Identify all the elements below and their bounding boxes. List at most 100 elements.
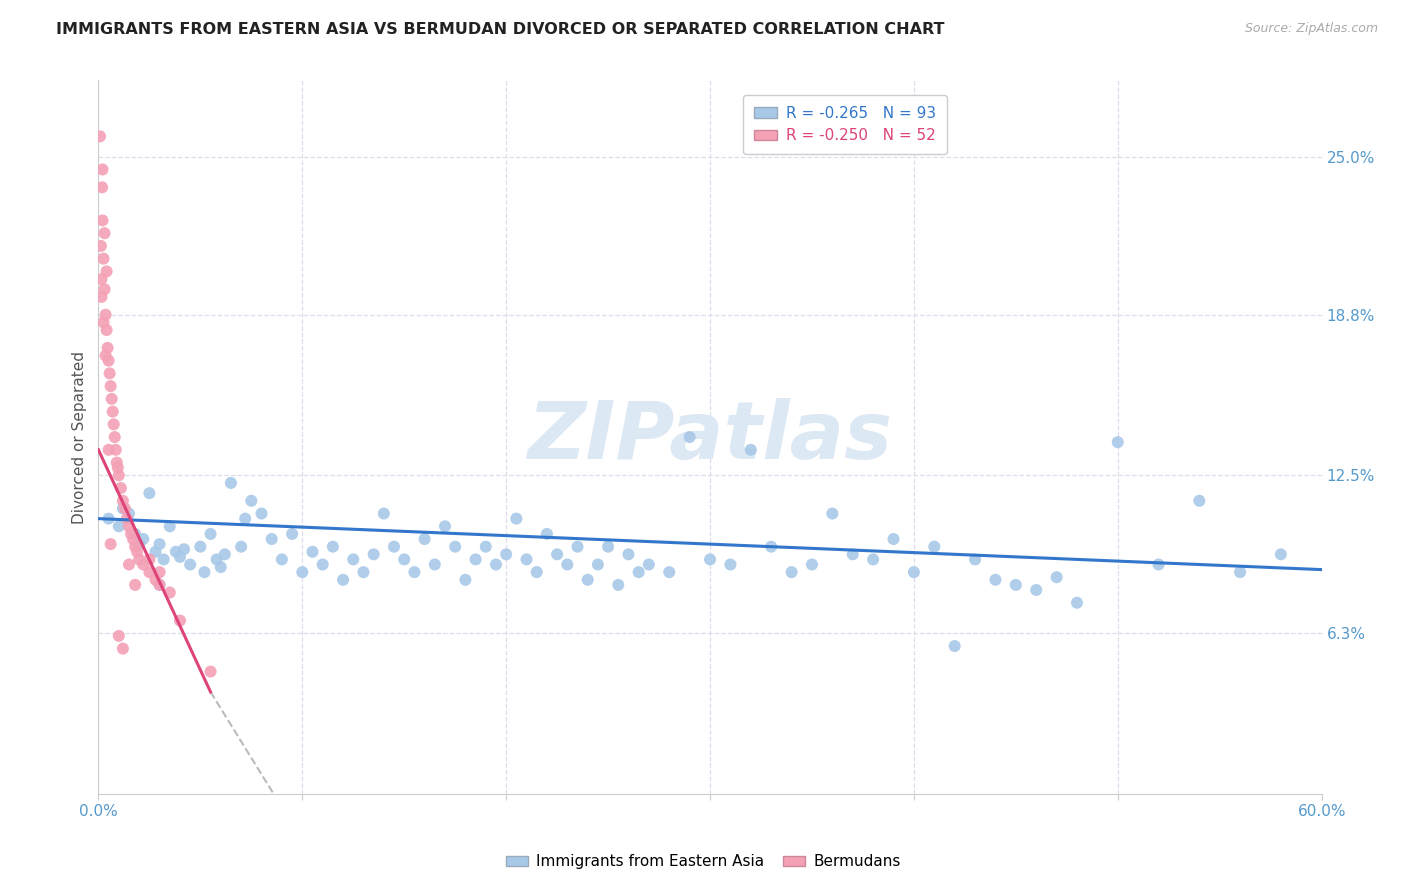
Point bbox=[149, 565, 172, 579]
Point bbox=[91, 162, 114, 177]
Point bbox=[93, 282, 115, 296]
Point bbox=[862, 552, 884, 566]
Point bbox=[1107, 435, 1129, 450]
Point bbox=[138, 565, 160, 579]
Point bbox=[984, 573, 1007, 587]
Point bbox=[100, 537, 122, 551]
Point bbox=[627, 565, 650, 579]
Point bbox=[516, 552, 538, 566]
Point bbox=[149, 537, 172, 551]
Point bbox=[200, 527, 222, 541]
Point bbox=[118, 558, 141, 572]
Point bbox=[557, 558, 579, 572]
Legend: Immigrants from Eastern Asia, Bermudans: Immigrants from Eastern Asia, Bermudans bbox=[499, 848, 907, 875]
Point bbox=[111, 493, 134, 508]
Point bbox=[179, 558, 201, 572]
Point bbox=[114, 501, 136, 516]
Point bbox=[404, 565, 426, 579]
Point bbox=[104, 442, 127, 457]
Point bbox=[90, 290, 112, 304]
Point bbox=[200, 665, 222, 679]
Point bbox=[883, 532, 905, 546]
Point bbox=[111, 641, 134, 656]
Y-axis label: Divorced or Separated: Divorced or Separated bbox=[72, 351, 87, 524]
Point bbox=[90, 239, 112, 253]
Point bbox=[149, 578, 172, 592]
Text: Source: ZipAtlas.com: Source: ZipAtlas.com bbox=[1244, 22, 1378, 36]
Point bbox=[111, 501, 134, 516]
Point bbox=[138, 552, 160, 566]
Text: ZIPatlas: ZIPatlas bbox=[527, 398, 893, 476]
Point bbox=[413, 532, 436, 546]
Point bbox=[433, 519, 456, 533]
Point bbox=[93, 226, 115, 240]
Point bbox=[363, 547, 385, 561]
Point bbox=[108, 519, 131, 533]
Point bbox=[658, 565, 681, 579]
Point bbox=[93, 252, 115, 266]
Point bbox=[922, 540, 945, 554]
Point bbox=[1147, 558, 1170, 572]
Point bbox=[165, 545, 187, 559]
Point bbox=[159, 585, 181, 599]
Point bbox=[108, 629, 131, 643]
Point bbox=[332, 573, 354, 587]
Point bbox=[454, 573, 477, 587]
Point bbox=[567, 540, 589, 554]
Point bbox=[526, 565, 548, 579]
Point bbox=[352, 565, 374, 579]
Point bbox=[132, 532, 155, 546]
Point bbox=[90, 272, 112, 286]
Point bbox=[124, 540, 146, 554]
Point bbox=[91, 213, 114, 227]
Point bbox=[780, 565, 803, 579]
Point bbox=[115, 511, 138, 525]
Point bbox=[96, 323, 118, 337]
Point bbox=[145, 545, 167, 559]
Point bbox=[250, 507, 273, 521]
Point bbox=[373, 507, 395, 521]
Point bbox=[122, 532, 145, 546]
Point bbox=[638, 558, 661, 572]
Point bbox=[301, 545, 323, 559]
Point bbox=[720, 558, 742, 572]
Point bbox=[124, 527, 146, 541]
Point bbox=[312, 558, 335, 572]
Point bbox=[193, 565, 215, 579]
Point bbox=[586, 558, 609, 572]
Point bbox=[120, 527, 142, 541]
Point bbox=[740, 442, 762, 457]
Point bbox=[96, 264, 118, 278]
Point bbox=[1004, 578, 1026, 592]
Point bbox=[1270, 547, 1292, 561]
Point bbox=[576, 573, 599, 587]
Legend: R = -0.265   N = 93, R = -0.250   N = 52: R = -0.265 N = 93, R = -0.250 N = 52 bbox=[744, 95, 948, 154]
Point bbox=[97, 442, 120, 457]
Point bbox=[127, 545, 149, 559]
Point bbox=[392, 552, 416, 566]
Point bbox=[93, 315, 115, 329]
Point bbox=[97, 341, 120, 355]
Point bbox=[231, 540, 253, 554]
Point bbox=[205, 552, 228, 566]
Point bbox=[118, 507, 141, 521]
Point bbox=[281, 527, 304, 541]
Point bbox=[801, 558, 824, 572]
Point bbox=[474, 540, 498, 554]
Point bbox=[103, 417, 125, 432]
Point bbox=[679, 430, 702, 444]
Point bbox=[841, 547, 863, 561]
Point bbox=[342, 552, 364, 566]
Point bbox=[107, 460, 129, 475]
Point bbox=[132, 558, 155, 572]
Text: IMMIGRANTS FROM EASTERN ASIA VS BERMUDAN DIVORCED OR SEPARATED CORRELATION CHART: IMMIGRANTS FROM EASTERN ASIA VS BERMUDAN… bbox=[56, 22, 945, 37]
Point bbox=[173, 542, 195, 557]
Point bbox=[322, 540, 344, 554]
Point bbox=[1229, 565, 1251, 579]
Point bbox=[240, 493, 263, 508]
Point bbox=[152, 552, 174, 566]
Point bbox=[260, 532, 283, 546]
Point bbox=[699, 552, 721, 566]
Point bbox=[100, 392, 122, 406]
Point bbox=[759, 540, 782, 554]
